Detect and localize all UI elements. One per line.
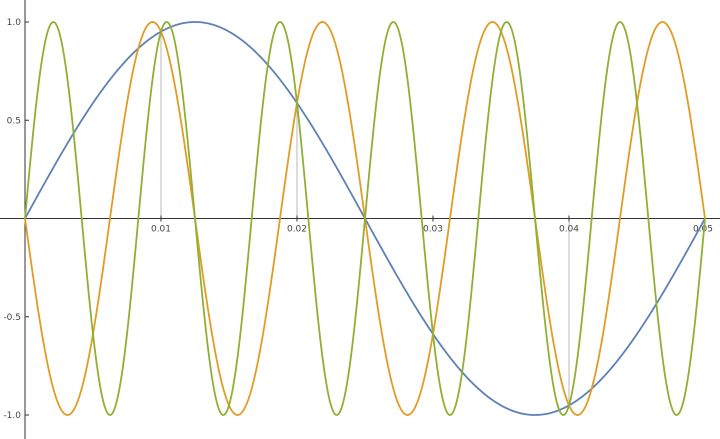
x-tick-label: 0.05 <box>693 225 713 235</box>
x-tick-label: 0.04 <box>559 225 579 235</box>
x-tick-label: 0.02 <box>287 225 307 235</box>
x-tick-label: 0.03 <box>423 225 443 235</box>
series-line-3 <box>24 21 706 416</box>
y-tick-label: 0.5 <box>7 116 21 126</box>
x-tick-label: 0.01 <box>151 225 171 235</box>
y-tick-label: -0.5 <box>3 313 21 323</box>
drop-lines <box>160 31 570 406</box>
series-layer <box>24 21 706 416</box>
y-tick-label: -1.0 <box>3 411 21 421</box>
y-tick-label: 1.0 <box>7 18 22 28</box>
